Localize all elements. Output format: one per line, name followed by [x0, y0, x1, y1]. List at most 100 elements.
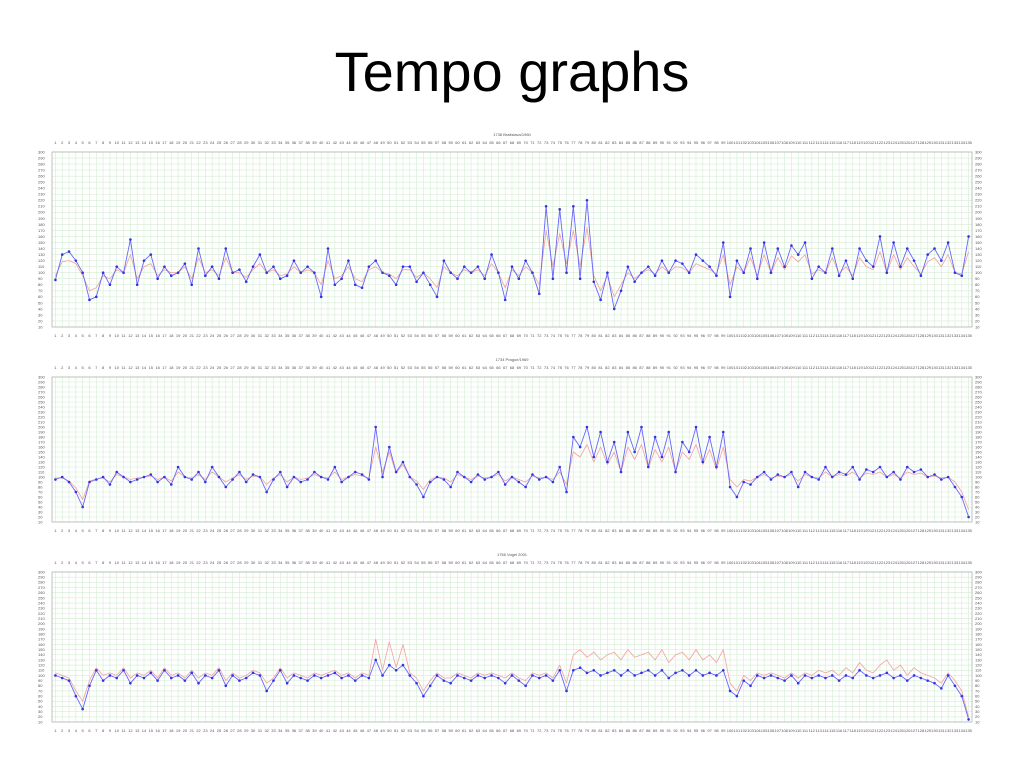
data-point	[701, 259, 705, 262]
x-tick-label: 28	[237, 560, 242, 565]
x-tick-label: 69	[517, 365, 522, 370]
x-tick-label: 38	[305, 528, 310, 533]
data-point	[599, 298, 602, 302]
data-point	[503, 681, 507, 685]
x-tick-label: 121	[870, 333, 877, 338]
x-tick-label: 83	[612, 140, 617, 145]
x-tick-label: 73	[544, 365, 549, 370]
data-point	[251, 265, 255, 268]
x-tick-label: 55	[421, 528, 426, 533]
data-point	[858, 247, 861, 250]
x-tick-label: 1	[54, 560, 57, 565]
x-tick-label: 54	[414, 728, 419, 733]
data-point	[769, 478, 773, 481]
data-point	[333, 465, 337, 469]
data-point	[367, 478, 371, 481]
x-tick-label: 79	[585, 528, 590, 533]
data-point	[244, 676, 248, 680]
x-tick-label: 122	[877, 333, 884, 338]
x-tick-label: 37	[299, 728, 304, 733]
x-tick-label: 2	[61, 333, 64, 338]
data-point	[926, 253, 930, 256]
x-tick-label: 116	[836, 560, 843, 565]
data-point	[626, 430, 630, 434]
data-point	[319, 676, 323, 680]
x-tick-label: 18	[169, 140, 174, 145]
y-tick-label: 160	[38, 642, 45, 647]
data-point	[960, 694, 964, 698]
data-point	[469, 271, 473, 274]
x-tick-label: 114	[822, 728, 829, 733]
x-tick-label: 91	[667, 728, 672, 733]
y-tick-label: 170	[38, 637, 45, 642]
y-tick-label: 200	[975, 210, 982, 215]
x-tick-label: 66	[496, 560, 501, 565]
x-tick-label: 69	[517, 728, 522, 733]
x-tick-label: 29	[244, 140, 249, 145]
x-tick-label: 5	[82, 528, 85, 533]
data-point	[790, 470, 793, 474]
x-tick-label: 134	[958, 140, 965, 145]
data-point	[149, 671, 153, 675]
x-tick-label: 133	[952, 560, 959, 565]
x-tick-label: 95	[694, 560, 699, 565]
x-tick-label: 7	[95, 333, 98, 338]
x-tick-label: 124	[890, 140, 897, 145]
x-tick-label: 102	[740, 365, 747, 370]
y-tick-label: 10	[975, 719, 980, 724]
x-tick-label: 129	[924, 140, 931, 145]
x-tick-label: 83	[612, 528, 617, 533]
data-point	[667, 430, 671, 434]
data-point	[967, 718, 970, 721]
x-tick-label: 74	[551, 333, 556, 338]
x-tick-label: 32	[264, 560, 269, 565]
y-tick-label: 120	[38, 464, 45, 469]
x-tick-label: 67	[503, 365, 508, 370]
x-tick-label: 101	[734, 560, 741, 565]
x-tick-label: 99	[721, 528, 726, 533]
data-point	[129, 480, 132, 484]
x-tick-label: 8	[102, 333, 105, 338]
data-point	[306, 265, 309, 268]
data-point	[74, 259, 78, 262]
y-tick-label: 180	[38, 222, 45, 227]
x-tick-label: 8	[102, 140, 105, 145]
data-point	[176, 465, 180, 469]
data-point	[217, 475, 221, 479]
data-point	[204, 480, 207, 484]
data-point	[490, 475, 493, 479]
data-point	[796, 681, 800, 685]
data-point	[783, 265, 786, 268]
x-tick-label: 108	[781, 333, 788, 338]
data-point	[265, 689, 268, 693]
data-point	[824, 271, 827, 274]
data-point	[272, 265, 275, 268]
data-point	[319, 295, 323, 299]
x-tick-label: 29	[244, 365, 249, 370]
data-point	[401, 460, 405, 464]
x-tick-label: 81	[598, 560, 603, 565]
x-tick-label: 40	[319, 560, 324, 565]
x-tick-label: 74	[551, 728, 556, 733]
x-tick-label: 47	[367, 333, 372, 338]
x-tick-label: 80	[592, 528, 597, 533]
y-tick-label: 260	[975, 590, 982, 595]
x-tick-label: 68	[510, 333, 515, 338]
x-tick-label: 83	[612, 365, 617, 370]
y-tick-label: 140	[38, 652, 45, 657]
x-tick-label: 112	[809, 728, 816, 733]
x-tick-label: 79	[585, 333, 590, 338]
y-tick-label: 110	[38, 264, 45, 269]
data-point	[442, 259, 446, 262]
x-tick-label: 32	[264, 728, 269, 733]
y-tick-label: 60	[975, 294, 980, 299]
x-tick-label: 39	[312, 365, 317, 370]
x-tick-label: 101	[734, 333, 741, 338]
x-tick-label: 97	[707, 365, 712, 370]
x-tick-label: 129	[924, 728, 931, 733]
x-tick-label: 116	[836, 333, 843, 338]
x-tick-label: 90	[660, 365, 665, 370]
data-point	[231, 674, 234, 677]
x-tick-label: 88	[646, 728, 651, 733]
x-tick-label: 19	[176, 140, 181, 145]
